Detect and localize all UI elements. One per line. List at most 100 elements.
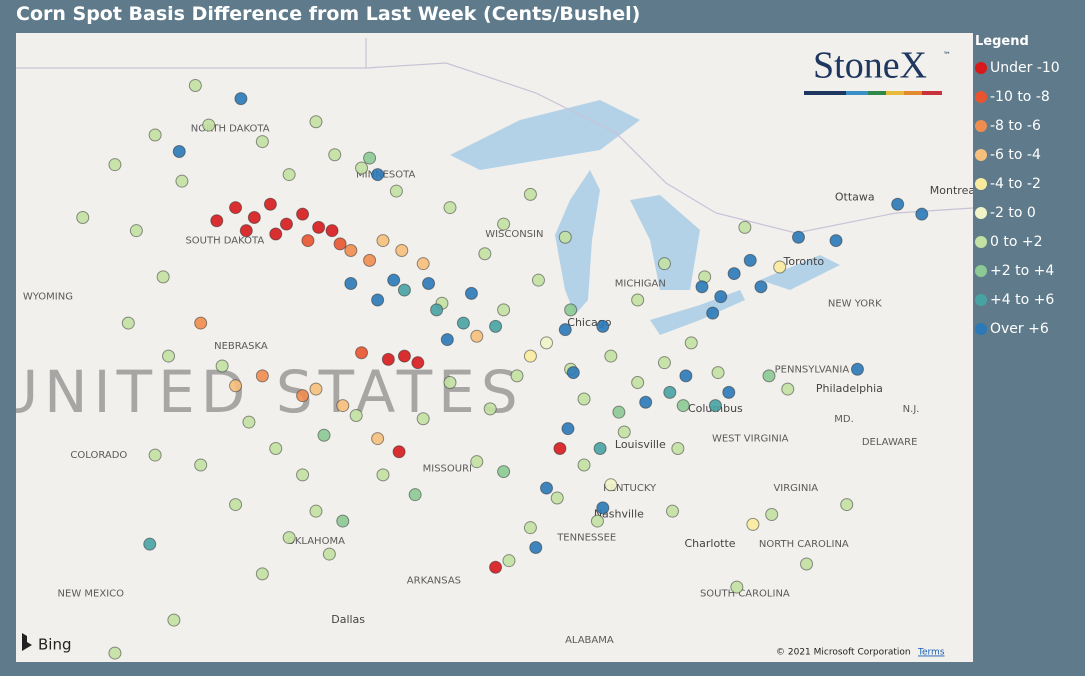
lakes [450,100,840,335]
data-point [309,115,323,129]
logo-bar [846,91,868,95]
legend-swatch [975,119,987,132]
place-label: NEW MEXICO [58,589,125,600]
logo-mark: ™ [943,51,951,60]
legend-item: 0 to +2 [975,227,1083,256]
data-point [523,349,537,363]
data-point [392,445,406,459]
data-point [657,257,671,271]
data-point [470,329,484,343]
data-point [263,197,277,211]
data-point [531,273,545,287]
logo-bar [904,91,922,95]
data-point [711,366,725,380]
legend-swatch [975,61,987,74]
data-point [566,366,580,380]
legend-swatch [975,90,987,103]
place-label: VIRGINIA [773,483,818,494]
data-point [456,316,470,330]
data-point [665,504,679,518]
place-label: PENNSYLVANIA [775,364,850,375]
data-point [510,369,524,383]
place-label: Philadelphia [816,382,883,395]
data-point [564,303,578,317]
data-point [800,557,814,571]
data-point [829,234,843,248]
data-point [422,276,436,290]
lake-michigan [555,170,600,315]
place-label: MISSOURI [423,463,472,474]
data-point [381,352,395,366]
data-point [443,375,457,389]
bing-label: Bing [38,636,72,654]
place-label: MICHIGAN [615,278,666,289]
data-point [765,507,779,521]
data-point [714,290,728,304]
data-point [255,567,269,581]
data-point [540,481,554,495]
legend-swatch [975,206,987,219]
logo-bar [922,91,942,95]
data-point [497,217,511,231]
data-point [282,168,296,182]
copyright: © 2021 Microsoft Corporation [776,648,911,658]
legend-label: +2 to +4 [990,262,1055,279]
data-point [143,537,157,551]
legend-swatch [975,177,987,190]
lake-huron [630,195,700,290]
data-point [371,293,385,307]
legend-item: +4 to +6 [975,285,1083,314]
place-label: NORTH DAKOTA [191,123,270,134]
data-point [489,319,503,333]
data-point [762,369,776,383]
legend: Legend Under -10 -10 to -8 -8 to -6 -6 to -… [975,34,1083,343]
data-point [355,346,369,360]
legend-label: -4 to -2 [990,175,1041,192]
data-point [344,276,358,290]
data-point [242,415,256,429]
data-point [416,257,430,271]
place-label: OKLAHOMA [287,536,345,547]
place-label: SOUTH DAKOTA [185,236,264,247]
place-label: SOUTH CAROLINA [700,589,790,600]
data-point [229,498,243,512]
data-point [121,316,135,330]
data-point [754,280,768,294]
data-point [671,441,685,455]
data-point [730,580,744,594]
data-point [188,78,202,92]
data-point [234,92,248,106]
data-point [416,412,430,426]
legend-item: Over +6 [975,314,1083,343]
data-point [738,220,752,234]
data-point [596,319,610,333]
place-label: Charlotte [684,537,735,550]
legend-swatch [975,322,987,335]
data-point [317,428,331,442]
legend-label: -8 to -6 [990,117,1041,134]
data-point [561,422,575,436]
data-point [497,465,511,479]
data-point [523,187,537,201]
place-label: COLORADO [70,450,127,461]
data-point [336,514,350,528]
data-point [443,201,457,215]
data-point [722,385,736,399]
legend-label: -2 to 0 [990,204,1036,221]
map: UNITED STATES NORTH DAKOTA SOUTH DAKOTA MI… [16,33,973,662]
terms-link[interactable]: Terms [917,648,945,658]
logo: StoneX ™ [804,45,951,95]
data-point [639,395,653,409]
data-point [540,336,554,350]
data-point [349,408,363,422]
data-point [604,478,618,492]
legend-swatch [975,264,987,277]
data-point [676,399,690,413]
place-label: Louisville [615,438,666,451]
place-label: MINNESOTA [356,170,415,181]
place-label: ARKANSAS [407,575,461,586]
data-point [604,349,618,363]
legend-label: -6 to -4 [990,146,1041,163]
data-point [389,184,403,198]
